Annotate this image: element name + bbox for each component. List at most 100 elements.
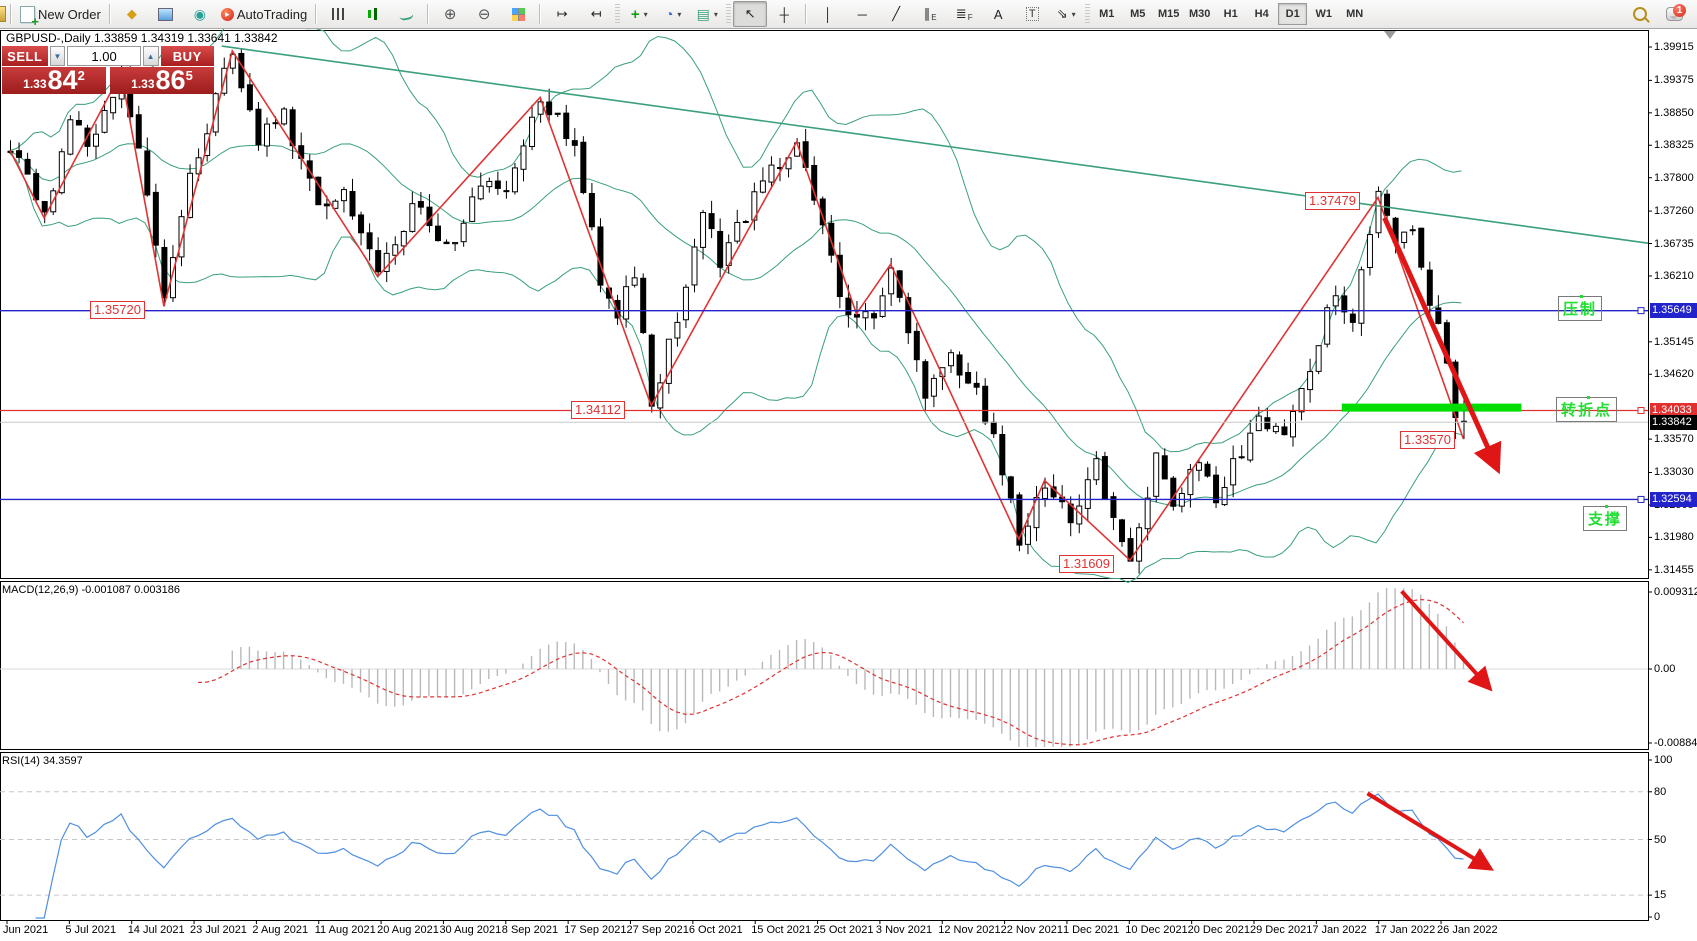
notification-badge: 1	[1673, 4, 1686, 17]
descending-trendline[interactable]	[221, 45, 1649, 245]
candlestick-icon	[365, 8, 379, 20]
clipped-toolbar-icon[interactable]	[0, 6, 6, 22]
toolbar-separator	[805, 4, 808, 24]
fibonacci-tool-button[interactable]: ≣ F	[955, 6, 973, 22]
turning-point-line-handle[interactable]	[1637, 407, 1645, 415]
volume-increase-button[interactable]: ▲	[142, 46, 159, 66]
signals-button[interactable]: ◉	[183, 1, 217, 27]
date-axis-label: 14 Jul 2021	[127, 924, 185, 936]
chart-shift-icon: ↤	[590, 6, 602, 21]
date-axis-label: 17 Sep 2021	[564, 924, 627, 936]
cursor-tool-button[interactable]: ↖	[733, 1, 768, 27]
autotrading-button[interactable]: ▸ AutoTrading	[217, 1, 311, 27]
text-tool-button[interactable]: A	[981, 1, 1015, 27]
timeframe-w1-button[interactable]: W1	[1315, 8, 1332, 20]
price-axis-label: 1.31980	[1654, 531, 1694, 544]
date-axis-label: Jun 2021	[3, 924, 49, 936]
rsi-down-arrow[interactable]	[1366, 791, 1494, 871]
date-axis-label: 29 Dec 2021	[1250, 924, 1313, 936]
templates-button[interactable]: ▤ ▾	[690, 1, 724, 27]
resistance-label[interactable]: 压制	[1558, 295, 1603, 321]
date-axis-label: 22 Nov 2021	[1000, 924, 1063, 936]
line-chart-button[interactable]	[389, 1, 423, 27]
swing-label-1.33570[interactable]: 1.33570	[1400, 431, 1455, 449]
terminal-button[interactable]	[149, 1, 183, 27]
date-axis-label: 7 Jan 2022	[1312, 924, 1367, 936]
zoom-in-button[interactable]: ⊕	[433, 1, 467, 27]
notifications-button[interactable]: 1	[1657, 1, 1691, 27]
chart-shift-marker[interactable]	[1384, 31, 1396, 39]
timeframe-m1-button[interactable]: M1	[1099, 8, 1115, 20]
toolbar-grip[interactable]	[615, 4, 621, 24]
timeframe-m15-button[interactable]: M15	[1158, 8, 1180, 20]
buy-price-display[interactable]: 1.33 86 5	[110, 67, 214, 94]
arrows-tool-button[interactable]: ⇘ ▾	[1049, 1, 1083, 27]
timeframe-m5-button[interactable]: M5	[1130, 8, 1146, 20]
price-axis-label: 1.38325	[1654, 139, 1694, 152]
crosshair-tool-button[interactable]: ┼	[767, 1, 801, 27]
swing-label-1.37479[interactable]: 1.37479	[1305, 192, 1360, 210]
macd-axis-label: -0.008848	[1654, 737, 1697, 749]
add-indicator-button[interactable]: + ▾	[622, 1, 656, 27]
new-order-button[interactable]: + New Order	[16, 1, 105, 28]
sell-button[interactable]: SELL	[2, 46, 48, 66]
bar-chart-button[interactable]	[321, 1, 355, 27]
search-button[interactable]	[1623, 1, 1657, 27]
panel-frame	[0, 30, 1649, 579]
toolbar-grip[interactable]	[1085, 4, 1091, 24]
chevron-down-icon: ▾	[643, 9, 648, 19]
crosshair-icon: ┼	[779, 6, 789, 22]
service-desk-button[interactable]: ◆	[115, 1, 149, 27]
chart-shift-button[interactable]: ↤	[579, 1, 613, 27]
zoom-out-button[interactable]: ⊖	[467, 1, 501, 27]
channel-tool-button[interactable]: ∥ E	[923, 6, 937, 22]
timeframe-mn-button[interactable]: MN	[1346, 8, 1364, 20]
swing-label-1.31609[interactable]: 1.31609	[1059, 555, 1114, 573]
timeframe-h4-button[interactable]: H4	[1254, 8, 1269, 20]
support-zone-highlight[interactable]	[1341, 403, 1522, 412]
timeframe-d1-button[interactable]: D1	[1278, 3, 1308, 25]
signal-icon: ◉	[193, 5, 206, 22]
channel-icon: ∥	[923, 6, 931, 21]
horizontal-line-tool-button[interactable]: ─	[845, 1, 879, 27]
periods-button[interactable]: ◔ ▾	[656, 1, 690, 27]
buy-button[interactable]: BUY	[160, 46, 214, 66]
date-axis-label: 25 Oct 2021	[813, 924, 874, 936]
text-label-icon: T	[1025, 7, 1039, 21]
new-order-icon: +	[20, 5, 39, 28]
price-axis-label: 1.36735	[1654, 237, 1694, 250]
sell-price-display[interactable]: 1.33 84 2	[2, 67, 106, 94]
volume-decrease-button[interactable]: ▼	[49, 46, 66, 66]
timeframe-m30-button[interactable]: M30	[1189, 8, 1211, 20]
turning-point-label[interactable]: 转折点	[1556, 396, 1618, 422]
date-axis-label: 12 Nov 2021	[938, 924, 1001, 936]
text-label-tool-button[interactable]: T	[1015, 1, 1049, 27]
toolbar: + New Order ◆ ◉ ▸ AutoTrading ⊕ ⊖ ↦ ↤ + …	[0, 0, 1697, 29]
toolbar-grip[interactable]	[726, 4, 732, 24]
auto-scroll-button[interactable]: ↦	[545, 1, 579, 27]
support-label[interactable]: 支撑	[1583, 505, 1628, 531]
volume-input[interactable]: 1.00	[67, 46, 141, 66]
trendline-tool-button[interactable]: ╱	[879, 1, 913, 27]
date-axis-label: 1 Dec 2021	[1062, 924, 1120, 936]
main-down-arrow[interactable]	[1382, 216, 1502, 475]
support-price-tag: 1.32594	[1650, 492, 1697, 507]
rsi-line	[35, 793, 1464, 919]
vertical-line-tool-button[interactable]: │	[811, 1, 845, 27]
rsi-axis-label: 0	[1654, 911, 1661, 923]
chevron-down-icon: ▾	[677, 9, 682, 19]
support-line-handle[interactable]	[1637, 495, 1645, 503]
swing-label-1.35720[interactable]: 1.35720	[90, 301, 145, 319]
resistance-line-handle[interactable]	[1637, 307, 1645, 315]
candlestick-chart-button[interactable]	[355, 1, 389, 27]
zigzag-lines[interactable]	[9, 49, 1465, 562]
autotrading-label: AutoTrading	[236, 6, 308, 22]
new-order-label: New Order	[38, 6, 101, 22]
arrows-icon: ⇘	[1056, 6, 1068, 21]
macd-down-arrow[interactable]	[1400, 589, 1493, 692]
swing-label-1.34112[interactable]: 1.34112	[571, 401, 626, 419]
tile-windows-button[interactable]	[501, 1, 535, 27]
timeframe-h1-button[interactable]: H1	[1223, 8, 1238, 20]
